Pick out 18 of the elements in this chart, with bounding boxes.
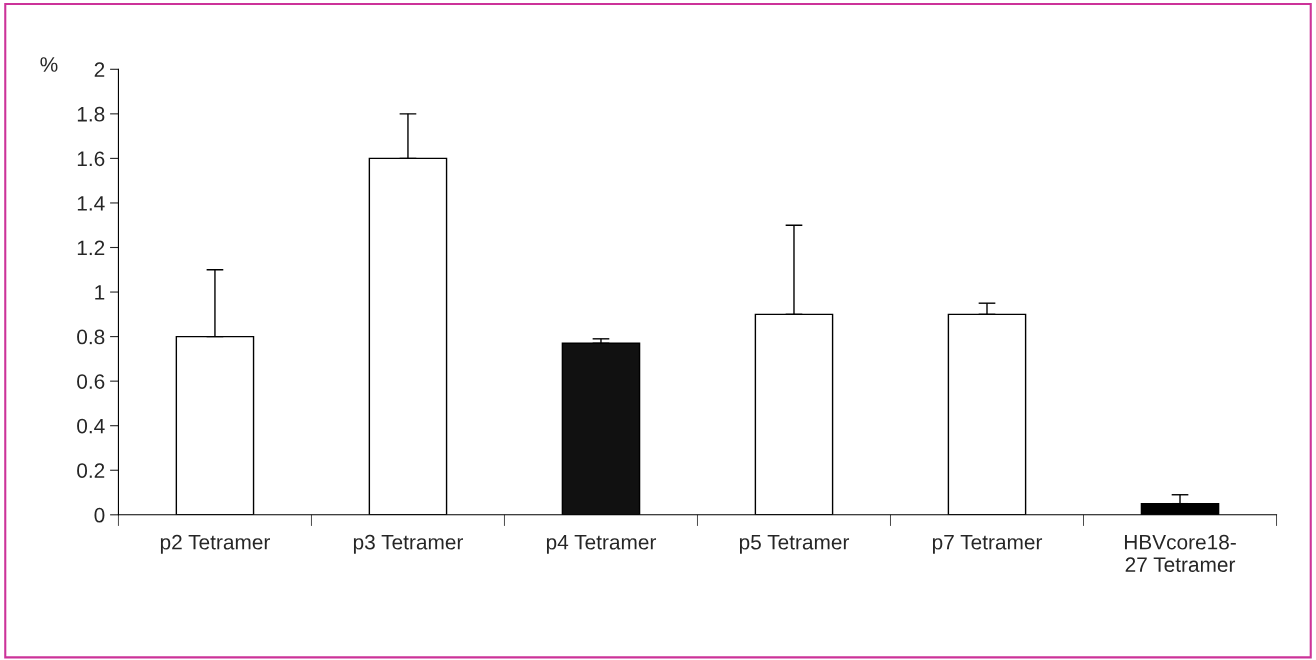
y-tick-label: 0 [94, 507, 105, 523]
x-tick-label: p2 Tetramer [160, 534, 270, 554]
x-tick-label: p5 Tetramer [739, 535, 850, 554]
x-tick-label: p7 Tetramer [932, 535, 1043, 554]
y-tick-label: 1 [95, 285, 105, 300]
y-tick-label: 1.2 [77, 240, 105, 256]
y-axis-title: % [40, 57, 58, 72]
x-tick-label: p4 Tetramer [546, 535, 657, 554]
y-tick-label: 0.4 [77, 418, 105, 434]
x-tick-label: p3 Tetramer [353, 534, 464, 554]
y-tick-label: 2 [94, 62, 105, 77]
y-tick-label: 1.4 [77, 196, 105, 211]
y-tick-label: 0.2 [77, 463, 105, 478]
x-tick-label: HBVcore18- 27 Tetramer [1124, 534, 1236, 572]
y-tick-label: 1.6 [77, 151, 105, 167]
y-tick-label: 0.8 [77, 329, 105, 345]
y-tick-label: 0.6 [77, 374, 105, 389]
y-tick-label: 1.8 [77, 106, 105, 122]
